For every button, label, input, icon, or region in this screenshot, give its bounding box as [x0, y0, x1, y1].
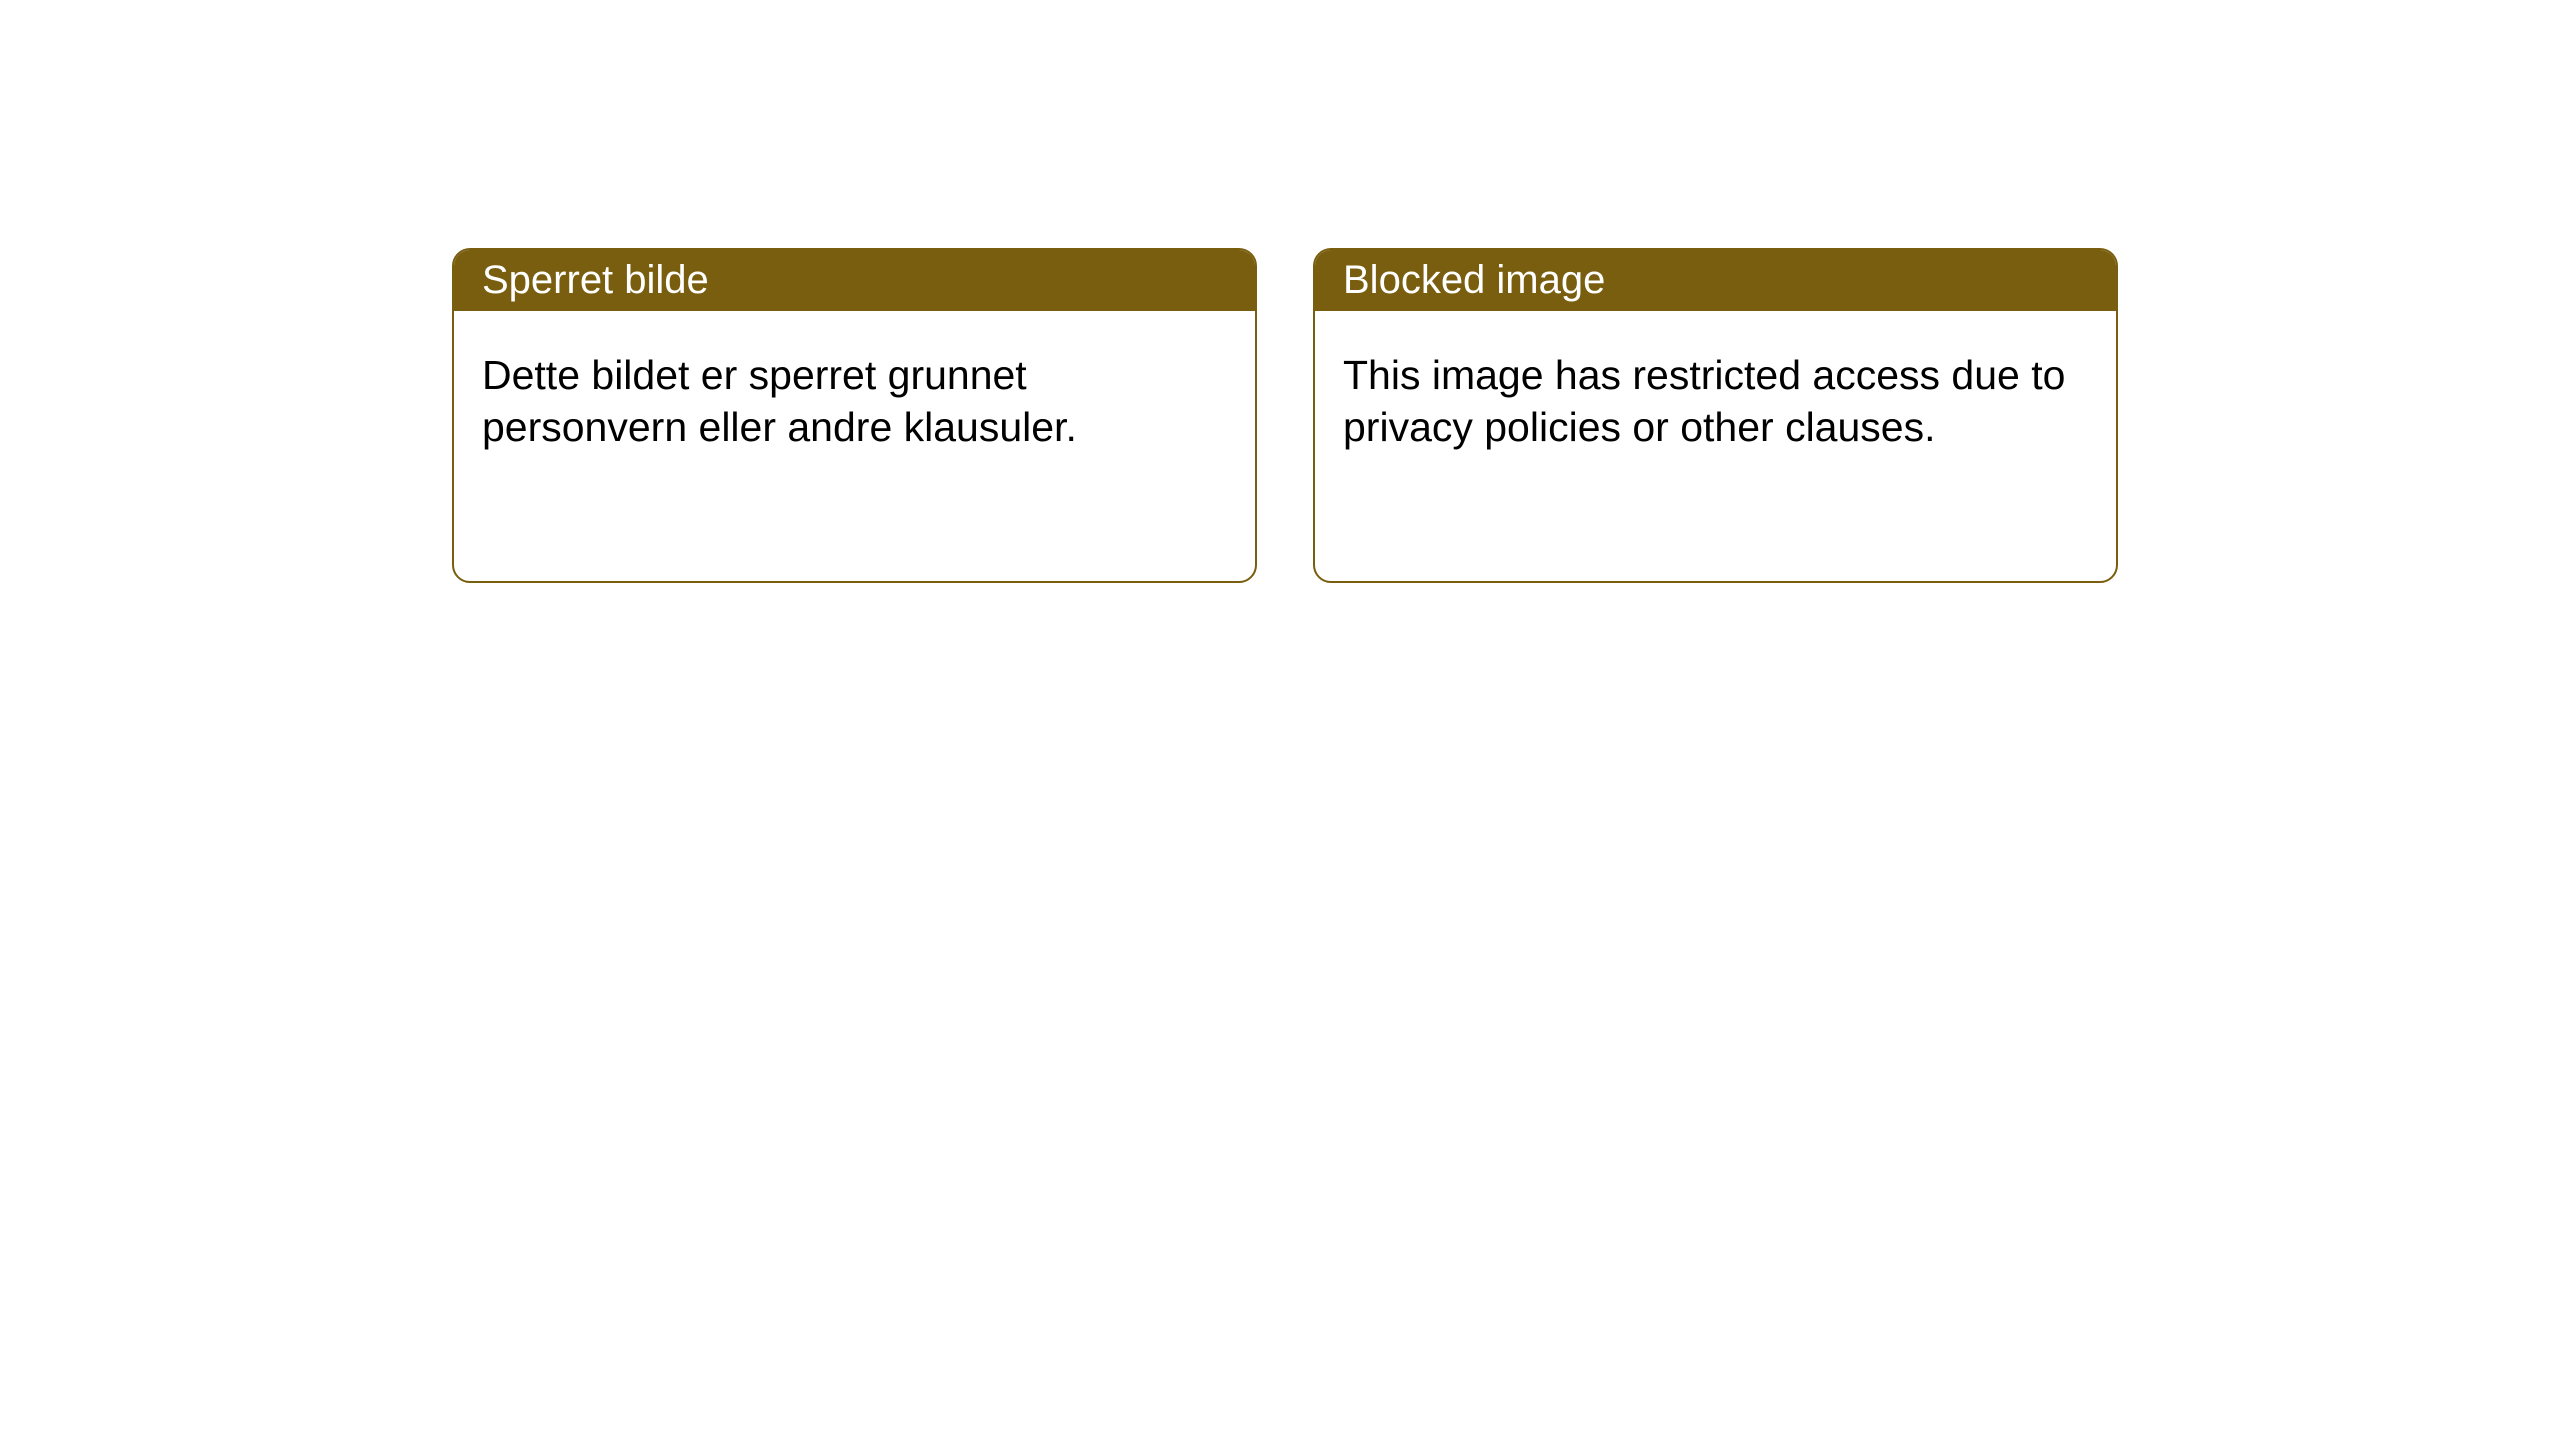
card-header: Blocked image [1315, 250, 2116, 311]
notice-container: Sperret bilde Dette bildet er sperret gr… [0, 0, 2560, 583]
card-body: This image has restricted access due to … [1315, 311, 2116, 492]
card-title: Sperret bilde [482, 258, 709, 302]
card-body-text: Dette bildet er sperret grunnet personve… [482, 352, 1077, 450]
blocked-image-card-en: Blocked image This image has restricted … [1313, 248, 2118, 583]
card-body-text: This image has restricted access due to … [1343, 352, 2065, 450]
card-title: Blocked image [1343, 258, 1605, 302]
blocked-image-card-no: Sperret bilde Dette bildet er sperret gr… [452, 248, 1257, 583]
card-header: Sperret bilde [454, 250, 1255, 311]
card-body: Dette bildet er sperret grunnet personve… [454, 311, 1255, 492]
